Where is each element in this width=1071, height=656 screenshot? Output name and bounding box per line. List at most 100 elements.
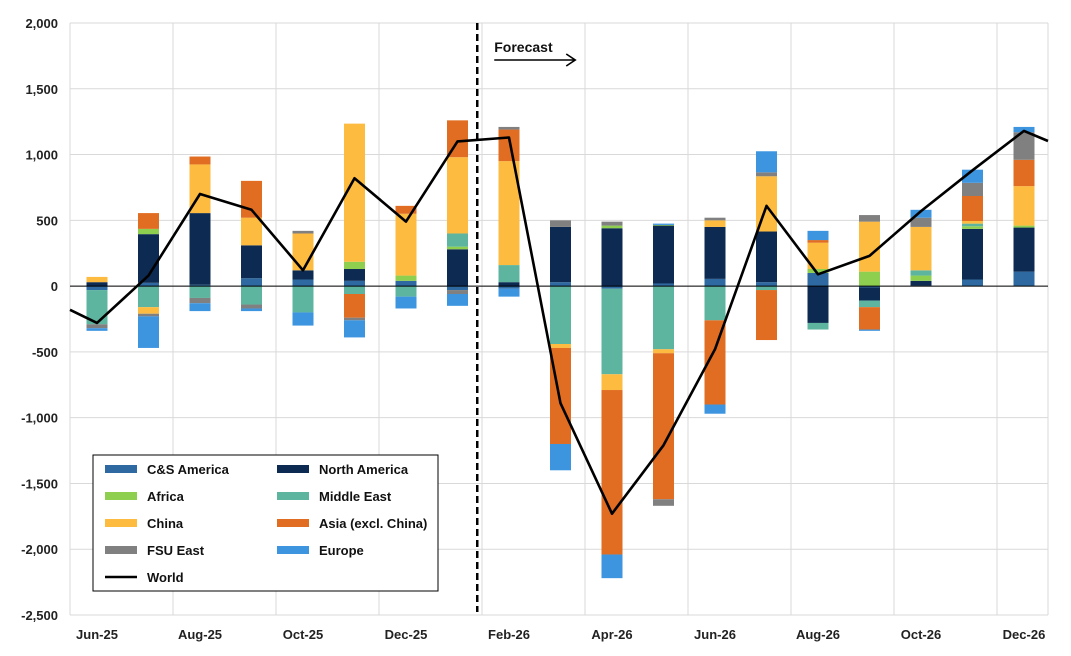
bar-north-america-jun-25: [86, 282, 108, 287]
bar-europe-oct-25: [292, 312, 314, 326]
bar-c-s-america-apr-26: [601, 286, 623, 289]
legend-label: Africa: [147, 489, 185, 504]
bar-fsu-east-jul-25: [138, 313, 159, 317]
bar-c-s-america-feb-26: [498, 286, 520, 289]
bar-fsu-east-jan-26: [447, 290, 468, 295]
bar-middle-east-nov-25: [344, 286, 365, 295]
bar-china-aug-26: [807, 242, 829, 270]
bar-c-s-america-jan-26: [447, 286, 468, 291]
y-tick-label: 500: [36, 213, 58, 228]
bar-fsu-east-may-26: [653, 499, 674, 506]
bar-china-may-26: [653, 349, 674, 354]
bar-fsu-east-jun-26: [704, 217, 726, 221]
bar-c-s-america-sep-26: [859, 286, 880, 288]
y-tick-label: -1,000: [21, 411, 58, 426]
bar-middle-east-mar-26: [550, 286, 571, 344]
bar-north-america-nov-25: [344, 269, 365, 281]
bar-europe-jul-25: [138, 316, 159, 348]
y-tick-label: -2,500: [21, 608, 58, 623]
bar-north-america-mar-26: [550, 226, 571, 283]
bar-middle-east-sep-26: [859, 300, 880, 308]
bar-asia-excl-china-may-26: [653, 353, 674, 500]
bar-europe-aug-25: [189, 303, 211, 312]
bar-c-s-america-jun-26: [704, 278, 726, 287]
bar-fsu-east-dec-26: [1013, 132, 1035, 160]
bar-middle-east-jun-25: [86, 290, 108, 325]
bar-north-america-jan-26: [447, 249, 468, 287]
x-tick-label: Aug-25: [178, 627, 222, 642]
y-tick-label: 1,000: [25, 148, 58, 163]
x-tick-label: Feb-26: [488, 627, 530, 642]
forecast-label: Forecast: [494, 39, 553, 55]
bar-fsu-east-apr-26: [601, 221, 623, 226]
bar-c-s-america-dec-25: [395, 280, 417, 287]
bar-middle-east-oct-25: [292, 286, 314, 313]
bar-africa-jul-25: [138, 228, 159, 235]
bar-asia-excl-china-feb-26: [498, 129, 520, 162]
bar-fsu-east-sep-25: [241, 304, 262, 309]
forecast-arrow-icon: [494, 53, 577, 67]
bar-asia-excl-china-jul-26: [756, 290, 777, 341]
legend-label: North America: [319, 462, 409, 477]
bar-middle-east-may-26: [653, 286, 674, 350]
bar-china-nov-25: [344, 123, 365, 262]
bar-africa-nov-25: [344, 261, 365, 270]
bar-fsu-east-aug-25: [189, 297, 211, 304]
bar-europe-jan-26: [447, 294, 468, 306]
legend-swatch: [105, 465, 137, 473]
bar-c-s-america-oct-25: [292, 279, 314, 287]
legend-label: China: [147, 516, 184, 531]
bar-asia-excl-china-nov-25: [344, 294, 365, 318]
bar-north-america-sep-25: [241, 245, 262, 279]
bar-c-s-america-sep-25: [241, 278, 262, 287]
bar-asia-excl-china-aug-25: [189, 156, 211, 165]
bar-c-s-america-jul-26: [756, 282, 777, 287]
bar-europe-jun-25: [86, 328, 108, 331]
bar-asia-excl-china-jun-26: [704, 320, 726, 405]
legend: C&S America North America Africa Middle Eas…: [92, 454, 439, 592]
legend-box: [92, 454, 439, 592]
x-tick-label: Jun-26: [694, 627, 736, 642]
bar-c-s-america-jun-25: [86, 286, 108, 291]
bar-fsu-east-sep-26: [859, 215, 880, 222]
bar-asia-excl-china-sep-25: [241, 180, 262, 218]
bar-fsu-east-nov-26: [962, 182, 983, 196]
legend-swatch: [105, 546, 137, 554]
bar-asia-excl-china-dec-25: [395, 205, 417, 214]
bar-asia-excl-china-apr-26: [601, 390, 623, 555]
bar-asia-excl-china-aug-26: [807, 240, 829, 243]
bar-middle-east-nov-26: [962, 223, 983, 227]
bar-africa-may-26: [653, 224, 674, 226]
bar-africa-sep-26: [859, 271, 880, 287]
bar-north-america-oct-26: [910, 280, 932, 286]
bar-fsu-east-nov-25: [344, 317, 365, 321]
legend-label: C&S America: [147, 462, 230, 477]
bar-north-america-aug-26: [807, 286, 829, 323]
bar-north-america-apr-26: [601, 228, 623, 287]
bar-china-sep-25: [241, 217, 262, 246]
bar-north-america-nov-26: [962, 228, 983, 280]
bar-asia-excl-china-dec-26: [1013, 159, 1035, 187]
bar-north-america-sep-26: [859, 287, 880, 301]
bar-middle-east-jan-26: [447, 233, 468, 247]
bar-c-s-america-aug-25: [189, 284, 211, 287]
y-tick-label: 0: [51, 279, 58, 294]
bar-china-dec-25: [395, 213, 417, 276]
x-tick-label: Dec-25: [385, 627, 428, 642]
bar-europe-mar-26: [550, 443, 571, 471]
forecast-marker: Forecast: [476, 23, 577, 612]
legend-swatch: [277, 519, 309, 527]
bar-africa-apr-26: [601, 225, 623, 229]
bar-north-america-oct-25: [292, 270, 314, 280]
y-tick-label: -2,000: [21, 542, 58, 557]
bar-middle-east-feb-26: [498, 265, 520, 283]
bar-china-jun-26: [704, 220, 726, 227]
bar-china-jun-25: [86, 276, 108, 283]
bar-north-america-jul-25: [138, 234, 159, 283]
legend-label: Asia (excl. China): [319, 516, 427, 531]
legend-label: Europe: [319, 543, 364, 558]
bar-fsu-east-oct-25: [292, 230, 314, 234]
bar-middle-east-oct-26: [910, 270, 932, 276]
bar-china-feb-26: [498, 161, 520, 266]
x-tick-label: Apr-26: [591, 627, 632, 642]
